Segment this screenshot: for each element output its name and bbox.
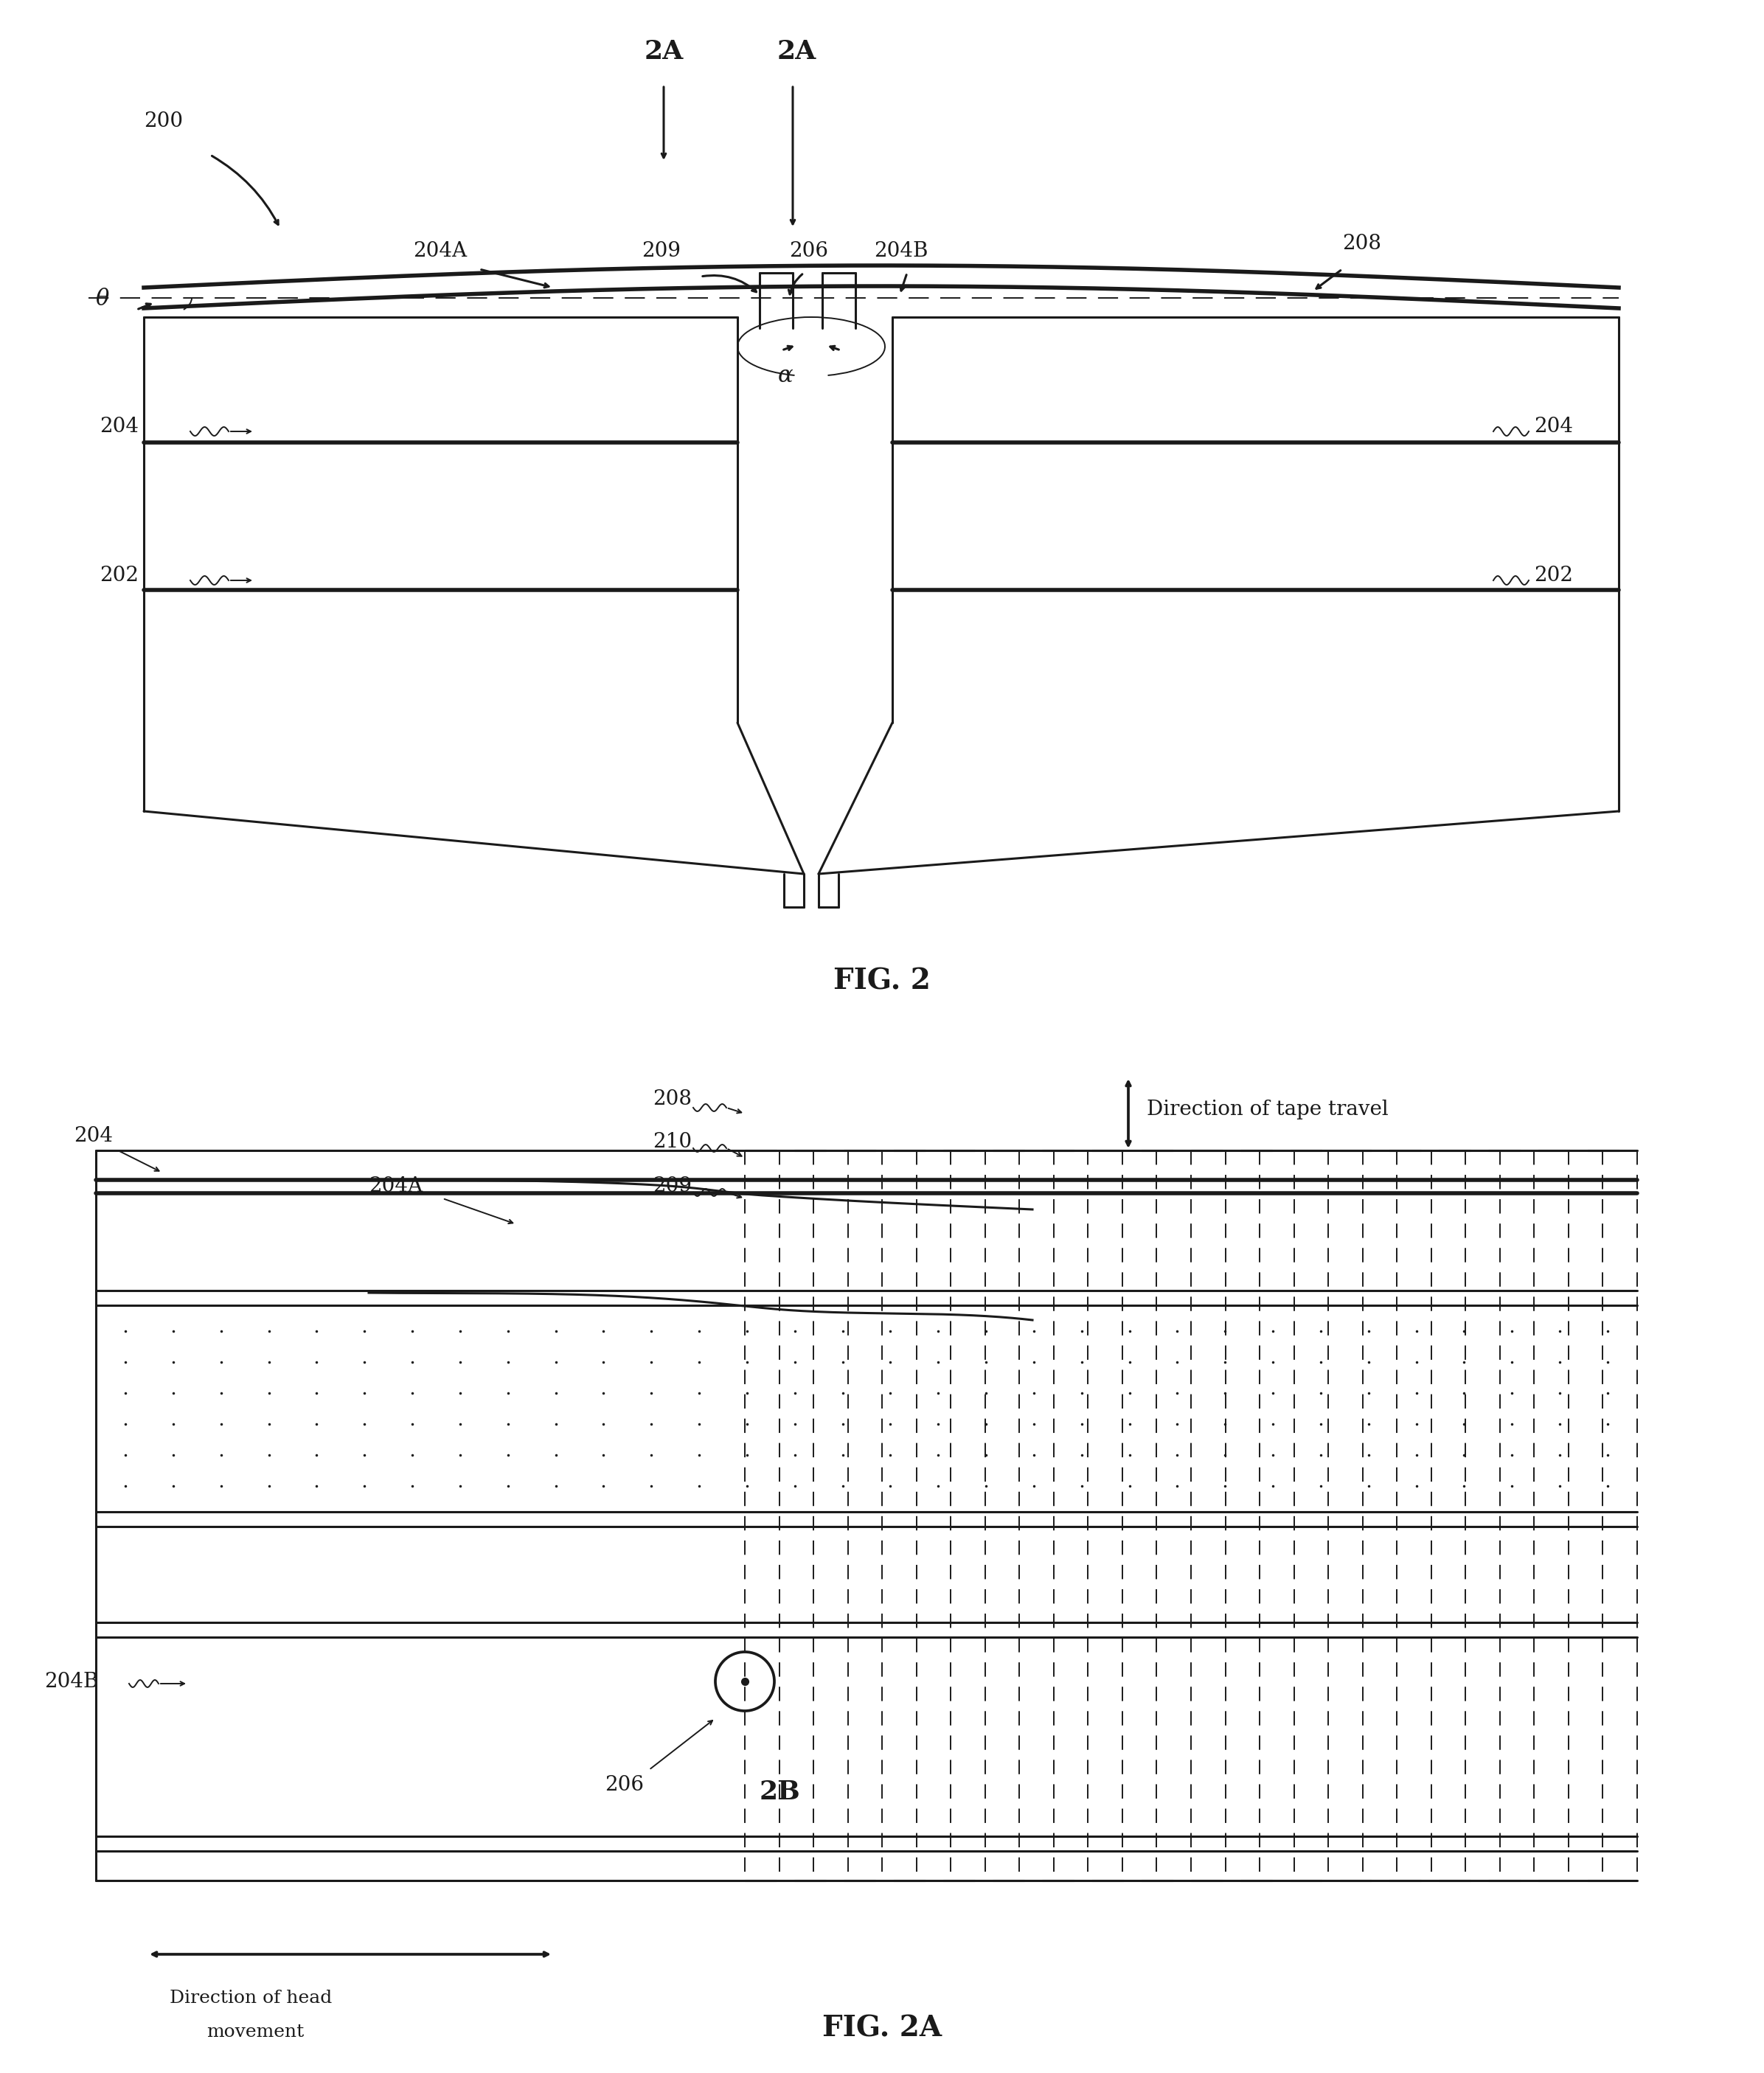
- Text: 208: 208: [653, 1088, 691, 1109]
- Text: Direction of tape travel: Direction of tape travel: [1147, 1101, 1388, 1119]
- Text: FIG. 2: FIG. 2: [833, 966, 931, 995]
- Text: 2A: 2A: [644, 39, 683, 64]
- Text: 202: 202: [99, 566, 139, 585]
- Text: Direction of head: Direction of head: [169, 1990, 332, 2007]
- Text: θ: θ: [95, 288, 109, 311]
- Text: 204B: 204B: [44, 1671, 99, 1692]
- Text: α: α: [778, 365, 794, 388]
- Text: 208: 208: [1342, 234, 1381, 253]
- Text: 204A: 204A: [413, 240, 467, 261]
- Text: 204B: 204B: [873, 240, 928, 261]
- Text: 209: 209: [642, 240, 681, 261]
- Text: 2B: 2B: [760, 1779, 801, 1806]
- Text: 202: 202: [1535, 566, 1573, 585]
- Text: 209: 209: [653, 1175, 691, 1196]
- Text: 206: 206: [789, 240, 827, 261]
- Text: 204: 204: [74, 1126, 113, 1146]
- Text: 200: 200: [145, 112, 183, 133]
- Text: 206: 206: [605, 1774, 644, 1795]
- Text: 204: 204: [1535, 417, 1573, 435]
- Text: 204: 204: [99, 417, 139, 435]
- Text: 210: 210: [653, 1132, 691, 1151]
- Text: movement: movement: [206, 2023, 303, 2040]
- Text: FIG. 2A: FIG. 2A: [822, 2015, 942, 2042]
- Text: 2A: 2A: [776, 39, 817, 64]
- Text: 204A: 204A: [369, 1175, 423, 1196]
